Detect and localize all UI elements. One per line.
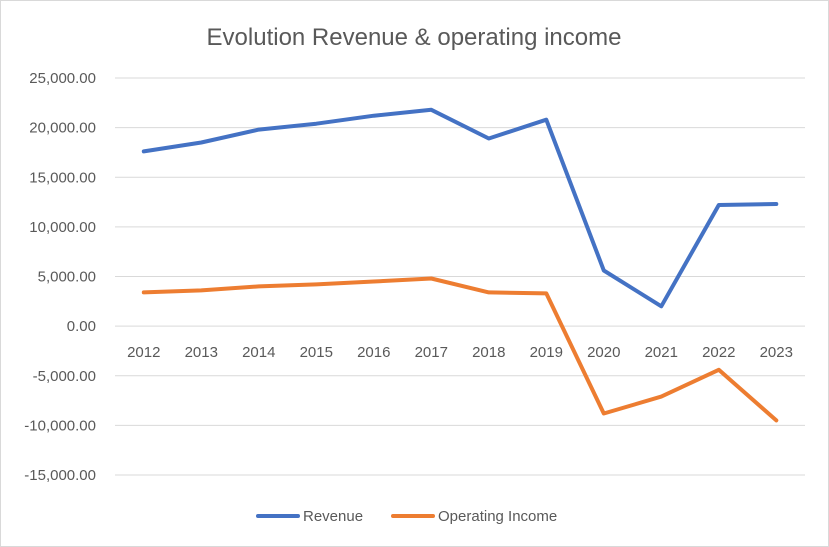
y-tick-label: 0.00 [67, 318, 96, 335]
x-tick-label: 2016 [357, 344, 390, 361]
legend-label: Operating Income [438, 508, 557, 525]
series-line-revenue [141, 107, 779, 309]
x-tick-label: 2021 [645, 344, 678, 361]
y-tick-label: 25,000.00 [29, 70, 96, 87]
y-tick-label: -15,000.00 [24, 467, 96, 484]
gridlines [115, 77, 805, 476]
y-tick-label: -5,000.00 [33, 368, 96, 385]
legend: Revenue Operating Income [256, 508, 557, 525]
y-tick-label: 5,000.00 [38, 269, 96, 286]
x-tick-label: 2023 [760, 344, 793, 361]
y-tick-label: 10,000.00 [29, 219, 96, 236]
x-tick-label: 2014 [242, 344, 275, 361]
x-tick-label: 2019 [530, 344, 563, 361]
y-tick-label: 20,000.00 [29, 120, 96, 137]
y-axis-tick-labels: 25,000.00 20,000.00 15,000.00 10,000.00 5,00… [24, 70, 96, 484]
y-tick-label: 15,000.00 [29, 169, 96, 186]
x-tick-label: 2017 [415, 344, 448, 361]
x-tick-label: 2022 [702, 344, 735, 361]
x-tick-label: 2018 [472, 344, 505, 361]
legend-label: Revenue [303, 508, 363, 525]
x-tick-label: 2015 [300, 344, 333, 361]
x-tick-label: 2020 [587, 344, 620, 361]
series-lines [141, 107, 779, 423]
chart-title: Evolution Revenue & operating income [207, 24, 622, 51]
x-tick-label: 2012 [127, 344, 160, 361]
x-tick-label: 2013 [185, 344, 218, 361]
y-tick-label: -10,000.00 [24, 417, 96, 434]
x-axis-tick-labels: 2012 2013 2014 2015 2016 2017 2018 2019 2020 2021… [127, 344, 793, 361]
series-line-operating-income [141, 276, 779, 423]
